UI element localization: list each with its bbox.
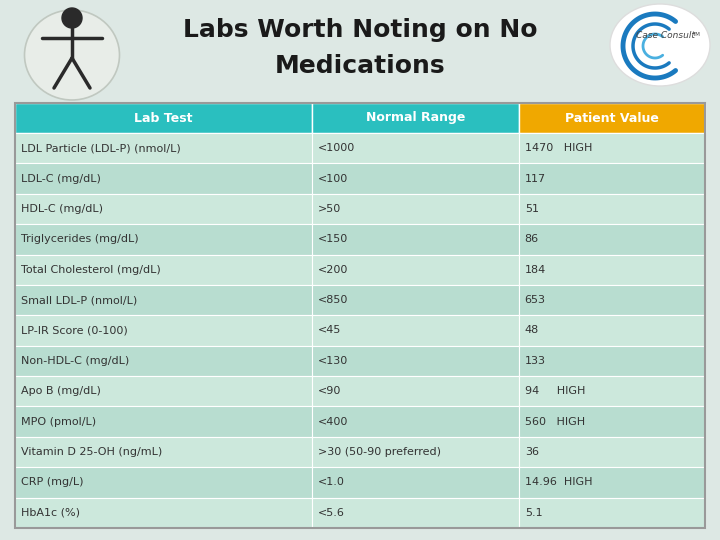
Text: 86: 86 — [525, 234, 539, 244]
Text: 14.96  HIGH: 14.96 HIGH — [525, 477, 593, 488]
Text: <850: <850 — [318, 295, 348, 305]
FancyBboxPatch shape — [518, 254, 705, 285]
FancyBboxPatch shape — [15, 437, 312, 467]
Text: 36: 36 — [525, 447, 539, 457]
Text: Patient Value: Patient Value — [565, 111, 659, 125]
FancyBboxPatch shape — [518, 194, 705, 224]
Ellipse shape — [24, 10, 120, 100]
FancyBboxPatch shape — [312, 437, 518, 467]
Text: TM: TM — [692, 32, 700, 37]
FancyBboxPatch shape — [518, 376, 705, 407]
FancyBboxPatch shape — [518, 437, 705, 467]
Text: Vitamin D 25-OH (ng/mL): Vitamin D 25-OH (ng/mL) — [21, 447, 162, 457]
FancyBboxPatch shape — [312, 285, 518, 315]
FancyBboxPatch shape — [312, 254, 518, 285]
Text: <400: <400 — [318, 417, 348, 427]
Text: 653: 653 — [525, 295, 546, 305]
FancyBboxPatch shape — [15, 133, 312, 164]
Text: <200: <200 — [318, 265, 348, 275]
Text: CRP (mg/L): CRP (mg/L) — [21, 477, 84, 488]
FancyBboxPatch shape — [15, 254, 312, 285]
Text: Normal Range: Normal Range — [366, 111, 465, 125]
FancyBboxPatch shape — [518, 346, 705, 376]
Text: 51: 51 — [525, 204, 539, 214]
FancyBboxPatch shape — [15, 103, 312, 133]
FancyBboxPatch shape — [518, 407, 705, 437]
Circle shape — [62, 8, 82, 28]
Text: 184: 184 — [525, 265, 546, 275]
Text: HDL-C (mg/dL): HDL-C (mg/dL) — [21, 204, 103, 214]
FancyBboxPatch shape — [312, 467, 518, 498]
Text: 5.1: 5.1 — [525, 508, 542, 518]
FancyBboxPatch shape — [312, 164, 518, 194]
Text: <100: <100 — [318, 173, 348, 184]
FancyBboxPatch shape — [518, 498, 705, 528]
FancyBboxPatch shape — [15, 315, 312, 346]
Text: LDL Particle (LDL-P) (nmol/L): LDL Particle (LDL-P) (nmol/L) — [21, 143, 181, 153]
FancyBboxPatch shape — [518, 285, 705, 315]
Text: 560   HIGH: 560 HIGH — [525, 417, 585, 427]
FancyBboxPatch shape — [518, 315, 705, 346]
Ellipse shape — [610, 4, 710, 86]
FancyBboxPatch shape — [312, 224, 518, 254]
Text: <1000: <1000 — [318, 143, 355, 153]
Text: HbA1c (%): HbA1c (%) — [21, 508, 80, 518]
Text: <130: <130 — [318, 356, 348, 366]
Text: 94     HIGH: 94 HIGH — [525, 386, 585, 396]
Text: Total Cholesterol (mg/dL): Total Cholesterol (mg/dL) — [21, 265, 161, 275]
FancyBboxPatch shape — [15, 224, 312, 254]
Text: 1470   HIGH: 1470 HIGH — [525, 143, 592, 153]
Text: Case Consult: Case Consult — [636, 31, 694, 40]
FancyBboxPatch shape — [518, 164, 705, 194]
FancyBboxPatch shape — [518, 224, 705, 254]
Text: MPO (pmol/L): MPO (pmol/L) — [21, 417, 96, 427]
FancyBboxPatch shape — [15, 407, 312, 437]
FancyBboxPatch shape — [15, 346, 312, 376]
Text: <45: <45 — [318, 326, 341, 335]
FancyBboxPatch shape — [15, 498, 312, 528]
FancyBboxPatch shape — [518, 133, 705, 164]
FancyBboxPatch shape — [312, 498, 518, 528]
Text: >30 (50-90 preferred): >30 (50-90 preferred) — [318, 447, 441, 457]
FancyBboxPatch shape — [15, 376, 312, 407]
FancyBboxPatch shape — [312, 103, 518, 133]
Text: <1.0: <1.0 — [318, 477, 345, 488]
Text: Medications: Medications — [275, 54, 445, 78]
FancyBboxPatch shape — [518, 103, 705, 133]
Text: LP-IR Score (0-100): LP-IR Score (0-100) — [21, 326, 127, 335]
FancyBboxPatch shape — [15, 467, 312, 498]
FancyBboxPatch shape — [312, 133, 518, 164]
Text: Labs Worth Noting on No: Labs Worth Noting on No — [183, 18, 537, 42]
Text: <90: <90 — [318, 386, 341, 396]
FancyBboxPatch shape — [15, 285, 312, 315]
Text: Non-HDL-C (mg/dL): Non-HDL-C (mg/dL) — [21, 356, 130, 366]
FancyBboxPatch shape — [312, 346, 518, 376]
FancyBboxPatch shape — [312, 315, 518, 346]
Text: LDL-C (mg/dL): LDL-C (mg/dL) — [21, 173, 101, 184]
FancyBboxPatch shape — [312, 194, 518, 224]
Text: Triglycerides (mg/dL): Triglycerides (mg/dL) — [21, 234, 139, 244]
FancyBboxPatch shape — [312, 376, 518, 407]
FancyBboxPatch shape — [312, 407, 518, 437]
Text: <150: <150 — [318, 234, 348, 244]
Text: 48: 48 — [525, 326, 539, 335]
Text: 117: 117 — [525, 173, 546, 184]
Text: <5.6: <5.6 — [318, 508, 345, 518]
FancyBboxPatch shape — [518, 467, 705, 498]
Text: Small LDL-P (nmol/L): Small LDL-P (nmol/L) — [21, 295, 138, 305]
Text: Apo B (mg/dL): Apo B (mg/dL) — [21, 386, 101, 396]
Text: >50: >50 — [318, 204, 341, 214]
FancyBboxPatch shape — [15, 164, 312, 194]
Text: 133: 133 — [525, 356, 546, 366]
Text: Lab Test: Lab Test — [134, 111, 193, 125]
FancyBboxPatch shape — [15, 194, 312, 224]
